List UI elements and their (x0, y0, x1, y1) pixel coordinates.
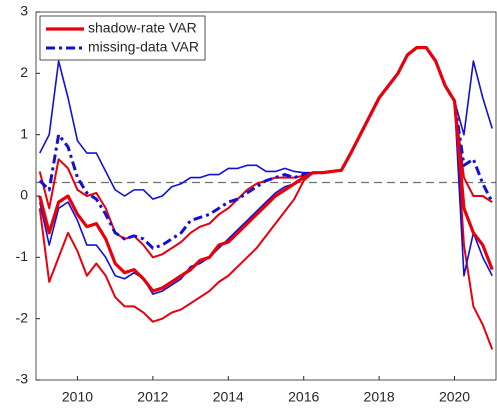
series-line (38, 46, 494, 350)
y-tick-label: 2 (20, 64, 28, 80)
axes-frame (35, 11, 497, 381)
x-tick-label: 2014 (213, 389, 244, 405)
series-line (38, 46, 493, 259)
x-tick-label: 2016 (288, 389, 319, 405)
y-tick-label: 1 (20, 125, 28, 141)
series-line (38, 45, 494, 293)
y-tick-label: 0 (20, 187, 28, 203)
y-tick-label: 3 (20, 3, 28, 19)
x-tick-label: 2010 (62, 389, 93, 405)
plot-area (36, 45, 496, 350)
y-tick-label: -1 (16, 248, 29, 264)
legend-label: missing-data VAR (88, 39, 199, 55)
legend-box (39, 15, 206, 61)
legend: shadow-rate VAR missing-data VAR (39, 15, 206, 61)
x-tick-label: 2020 (439, 389, 470, 405)
legend-label: shadow-rate VAR (88, 20, 197, 36)
x-tick-label: 2018 (364, 389, 395, 405)
x-tick-label: 2012 (137, 389, 168, 405)
y-tick-label: -2 (16, 309, 29, 325)
y-tick-label: -3 (16, 371, 29, 387)
series-line (38, 46, 494, 250)
series-line (39, 46, 493, 200)
